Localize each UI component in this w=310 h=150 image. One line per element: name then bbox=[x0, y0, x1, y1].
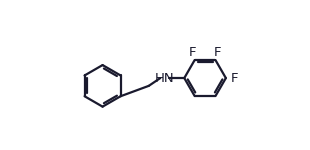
Text: F: F bbox=[231, 72, 238, 85]
Text: F: F bbox=[214, 46, 222, 59]
Text: HN: HN bbox=[154, 72, 174, 85]
Text: F: F bbox=[188, 46, 196, 59]
